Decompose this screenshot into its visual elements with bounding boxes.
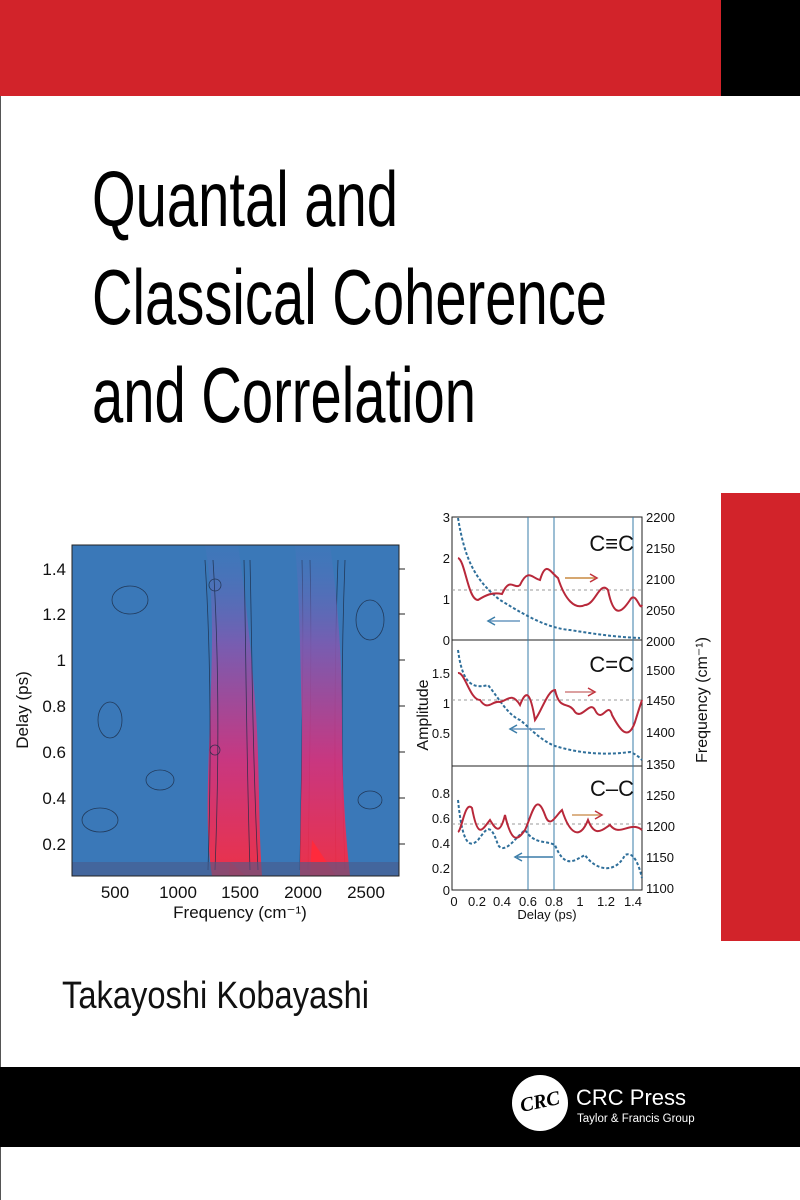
top-black-block xyxy=(721,0,800,96)
title-line-1: Quantal and xyxy=(92,155,399,243)
side-red-block xyxy=(721,493,800,941)
svg-text:1.5: 1.5 xyxy=(432,666,450,681)
svg-text:C≡C: C≡C xyxy=(589,531,634,556)
svg-text:2000: 2000 xyxy=(284,883,322,902)
svg-text:1350: 1350 xyxy=(646,757,675,772)
svg-text:1: 1 xyxy=(576,894,583,909)
svg-text:Delay (ps): Delay (ps) xyxy=(517,907,576,922)
left-edge-line xyxy=(0,96,1,1200)
book-title: Quantal and Classical Coherence and Corr… xyxy=(92,150,608,444)
svg-text:Frequency (cm⁻¹): Frequency (cm⁻¹) xyxy=(694,637,711,763)
svg-text:0.2: 0.2 xyxy=(42,835,66,854)
svg-text:2150: 2150 xyxy=(646,541,675,556)
svg-text:0.8: 0.8 xyxy=(432,786,450,801)
svg-text:0.6: 0.6 xyxy=(42,743,66,762)
svg-text:2200: 2200 xyxy=(646,510,675,525)
svg-text:500: 500 xyxy=(101,883,129,902)
svg-text:0: 0 xyxy=(443,883,450,898)
svg-text:C–C: C–C xyxy=(590,776,634,801)
svg-text:1.4: 1.4 xyxy=(42,560,66,579)
publisher-band xyxy=(0,1067,800,1147)
svg-text:C=C: C=C xyxy=(589,652,634,677)
svg-text:0.4: 0.4 xyxy=(42,789,66,808)
svg-text:1250: 1250 xyxy=(646,788,675,803)
svg-text:1.2: 1.2 xyxy=(597,894,615,909)
svg-text:0.6: 0.6 xyxy=(519,894,537,909)
svg-text:1200: 1200 xyxy=(646,819,675,834)
svg-text:0: 0 xyxy=(450,894,457,909)
svg-text:0.8: 0.8 xyxy=(545,894,563,909)
svg-text:2100: 2100 xyxy=(646,572,675,587)
svg-text:0.2: 0.2 xyxy=(468,894,486,909)
svg-text:2000: 2000 xyxy=(646,634,675,649)
svg-text:1450: 1450 xyxy=(646,693,675,708)
svg-text:1100: 1100 xyxy=(646,881,674,896)
svg-text:1500: 1500 xyxy=(646,663,675,678)
svg-text:Delay (ps): Delay (ps) xyxy=(13,671,32,748)
svg-text:1150: 1150 xyxy=(646,850,674,865)
svg-text:1: 1 xyxy=(57,651,66,670)
svg-text:0.4: 0.4 xyxy=(432,836,450,851)
svg-text:2: 2 xyxy=(443,551,450,566)
crc-logo-icon: CRC xyxy=(512,1075,568,1131)
svg-text:1: 1 xyxy=(443,592,450,607)
svg-text:Frequency (cm⁻¹): Frequency (cm⁻¹) xyxy=(173,903,307,922)
svg-text:2050: 2050 xyxy=(646,603,675,618)
svg-text:1000: 1000 xyxy=(159,883,197,902)
svg-text:1.2: 1.2 xyxy=(42,605,66,624)
contour-plot: 1.4 1.2 1 0.8 0.6 0.4 0.2 500 1000 1500 2000 25… xyxy=(13,544,405,922)
svg-text:0.2: 0.2 xyxy=(432,861,450,876)
svg-text:0.5: 0.5 xyxy=(432,726,450,741)
svg-text:0.4: 0.4 xyxy=(493,894,511,909)
top-red-band xyxy=(0,0,721,96)
svg-text:0.8: 0.8 xyxy=(42,697,66,716)
logo-text: CRC xyxy=(518,1087,562,1117)
svg-text:3: 3 xyxy=(443,510,450,525)
svg-text:0: 0 xyxy=(443,633,450,648)
title-line-2: Classical Coherence xyxy=(92,253,608,341)
svg-text:1400: 1400 xyxy=(646,725,675,740)
title-line-3: and Correlation xyxy=(92,351,476,439)
publisher-name: CRC Press xyxy=(576,1085,687,1110)
dynamics-plot: C≡C C=C C–C 3 2 1 0 1.5 1 0.5 0.8 0.6 0.4 0.2 0 220… xyxy=(415,510,711,922)
author-name: Takayoshi Kobayashi xyxy=(62,975,370,1017)
svg-text:Amplitude: Amplitude xyxy=(415,679,432,750)
svg-text:1.4: 1.4 xyxy=(624,894,642,909)
publisher-group: Taylor & Francis Group xyxy=(577,1113,695,1125)
svg-text:0.6: 0.6 xyxy=(432,811,450,826)
svg-text:1500: 1500 xyxy=(221,883,259,902)
svg-text:2500: 2500 xyxy=(347,883,385,902)
svg-text:1: 1 xyxy=(443,696,450,711)
